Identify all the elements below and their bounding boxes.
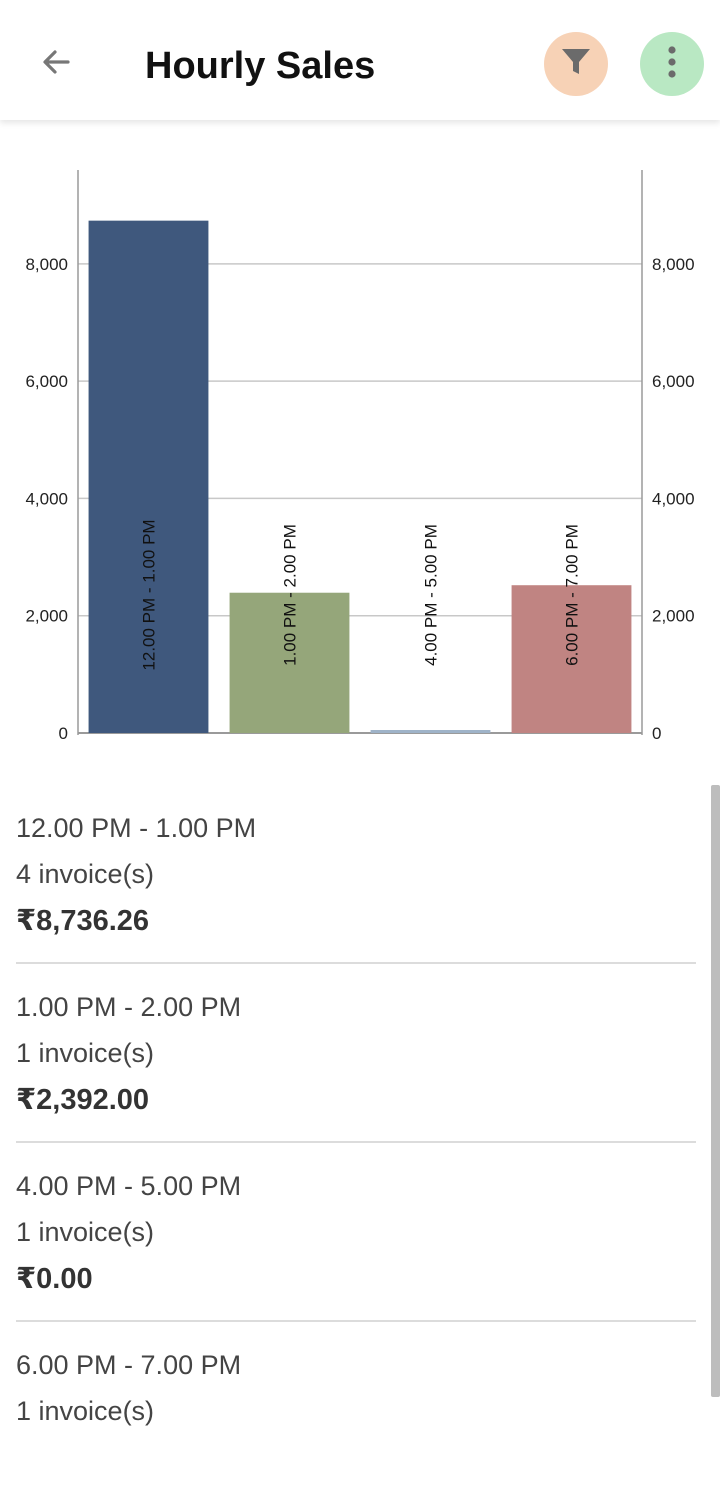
bar-chart: 0 0 2,000 2,000 4,000 4,000 6,000 6,000 8,000 8,0…	[25, 170, 695, 743]
time-slot-label: 4.00 PM - 5.00 PM	[16, 1171, 242, 1201]
bar	[370, 730, 491, 733]
bar-label: 4.00 PM - 5.00 PM	[422, 524, 441, 666]
y-tick-label-right: 4,000	[652, 489, 695, 508]
y-tick-label-left: 0	[59, 724, 68, 743]
y-tick-label-left: 4,000	[25, 489, 68, 508]
time-slot-label: 12.00 PM - 1.00 PM	[16, 813, 257, 843]
bar-label: 1.00 PM - 2.00 PM	[281, 524, 300, 666]
time-slot-label: 6.00 PM - 7.00 PM	[16, 1350, 242, 1380]
y-tick-label-left: 6,000	[25, 372, 68, 391]
sales-amount: ₹8,736.26	[16, 905, 150, 937]
more-options-button[interactable]	[640, 32, 704, 96]
back-button[interactable]	[26, 34, 86, 94]
y-tick-label-left: 2,000	[25, 607, 68, 626]
bar-label: 6.00 PM - 7.00 PM	[563, 524, 582, 666]
bar	[511, 585, 632, 733]
filter-icon	[559, 45, 593, 84]
hourly-sales-list: 12.00 PM - 1.00 PM 4 invoice(s) ₹8,736.2…	[0, 785, 696, 1501]
hourly-sales-chart: 0 0 2,000 2,000 4,000 4,000 6,000 6,000 8,000 8,0…	[0, 150, 720, 750]
scrollbar[interactable]	[711, 785, 720, 1397]
list-item[interactable]: 1.00 PM - 2.00 PM 1 invoice(s) ₹2,392.00	[16, 964, 696, 1143]
list-item[interactable]: 4.00 PM - 5.00 PM 1 invoice(s) ₹0.00	[16, 1143, 696, 1322]
page-title: Hourly Sales	[145, 45, 376, 87]
y-tick-label-right: 6,000	[652, 372, 695, 391]
bar-label: 12.00 PM - 1.00 PM	[140, 519, 159, 670]
y-tick-label-right: 2,000	[652, 607, 695, 626]
app-bar: Hourly Sales	[0, 0, 720, 120]
y-tick-label-right: 0	[652, 724, 661, 743]
invoice-count: 1 invoice(s)	[16, 1038, 155, 1068]
list-item[interactable]: 12.00 PM - 1.00 PM 4 invoice(s) ₹8,736.2…	[16, 785, 696, 964]
invoice-count: 4 invoice(s)	[16, 859, 155, 889]
y-tick-label-left: 8,000	[25, 255, 68, 274]
arrow-left-icon	[38, 44, 74, 85]
sales-amount: ₹2,392.00	[16, 1084, 150, 1116]
filter-button[interactable]	[544, 32, 608, 96]
bar	[88, 220, 209, 733]
invoice-count: 1 invoice(s)	[16, 1396, 155, 1426]
sales-amount: ₹0.00	[16, 1263, 93, 1295]
y-tick-label-right: 8,000	[652, 255, 695, 274]
list-item[interactable]: 6.00 PM - 7.00 PM 1 invoice(s)	[16, 1322, 696, 1501]
bar	[229, 592, 350, 733]
more-vert-icon	[666, 44, 678, 85]
invoice-count: 1 invoice(s)	[16, 1217, 155, 1247]
time-slot-label: 1.00 PM - 2.00 PM	[16, 992, 242, 1022]
